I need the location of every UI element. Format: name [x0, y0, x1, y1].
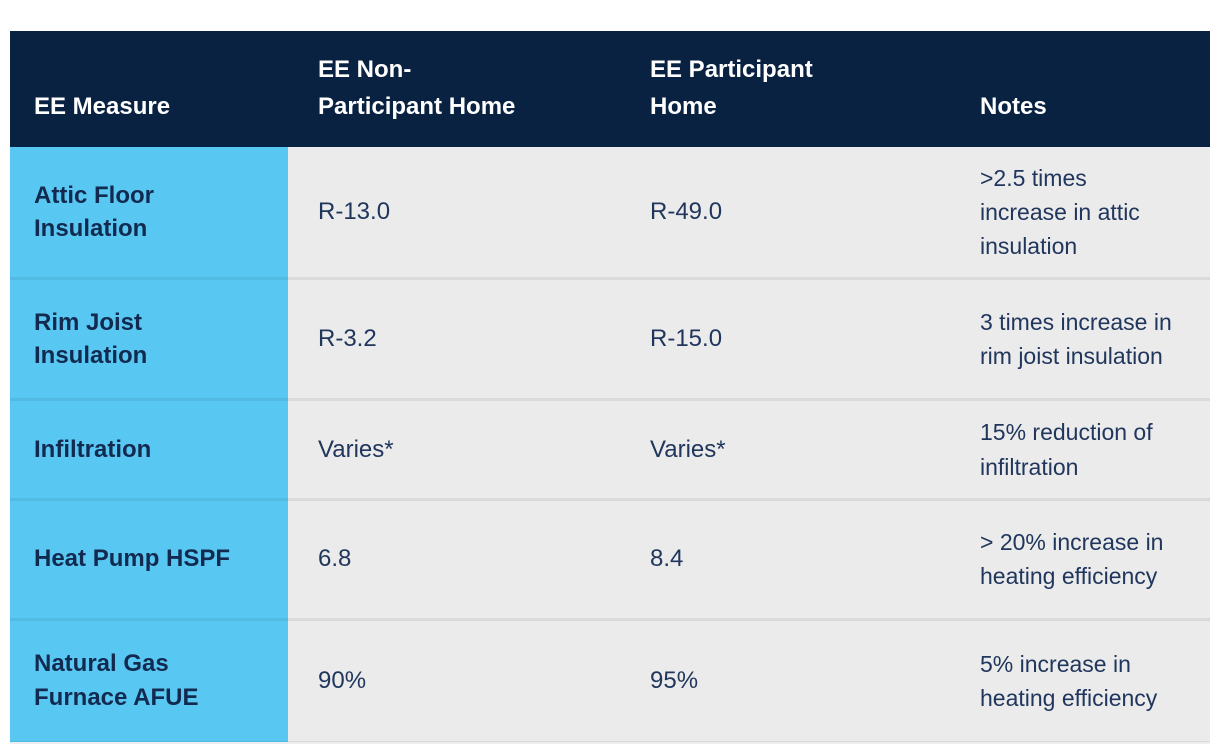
measure-cell: Attic Floor Insulation	[10, 147, 288, 279]
table-row-natural-gas-furnace-afue: Natural Gas Furnace AFUE 90% 95% 5% incr…	[10, 617, 1210, 743]
notes-text: > 20% increase in heating efficiency	[980, 529, 1164, 590]
table-row-heat-pump-hspf: Heat Pump HSPF 6.8 8.4 > 20% increase in…	[10, 497, 1210, 620]
notes-cell: 5% increase in heating efficiency	[950, 617, 1210, 743]
measure-cell: Natural Gas Furnace AFUE	[10, 617, 288, 743]
non-participant-value: R-13.0	[288, 147, 620, 279]
non-participant-value: R-3.2	[288, 277, 620, 400]
notes-cell: 3 times increase in rim joist insulation	[950, 277, 1210, 400]
non-participant-value: 90%	[288, 617, 620, 743]
measure-label: Rim Joist Insulation	[34, 308, 148, 370]
measure-label: Heat Pump HSPF	[34, 545, 231, 573]
measure-cell: Infiltration	[10, 398, 288, 500]
non-participant-value: Varies*	[288, 398, 620, 500]
col-header-non-participant-label: EE Non-Participant Home	[318, 56, 516, 121]
measure-cell: Rim Joist Insulation	[10, 277, 288, 400]
participant-value: 95%	[620, 617, 950, 743]
notes-cell: >2.5 times increase in attic insulation	[950, 147, 1210, 279]
participant-value: R-49.0	[620, 147, 950, 279]
notes-text: 3 times increase in rim joist insulation	[980, 309, 1172, 370]
table-row-attic-floor-insulation: Attic Floor Insulation R-13.0 R-49.0 >2.…	[10, 147, 1210, 279]
measure-cell: Heat Pump HSPF	[10, 497, 288, 620]
notes-text: 5% increase in heating efficiency	[980, 650, 1158, 711]
ee-measures-table: EE Measure EE Non-Participant Home EE Pa…	[10, 31, 1210, 744]
header-row: EE Measure EE Non-Participant Home EE Pa…	[10, 31, 1210, 148]
notes-text: >2.5 times increase in attic insulation	[980, 165, 1140, 260]
measure-label: Natural Gas Furnace AFUE	[34, 649, 199, 711]
table-row-infiltration: Infiltration Varies* Varies* 15% reducti…	[10, 398, 1210, 500]
col-header-ee-measure: EE Measure	[10, 31, 288, 148]
table-row-rim-joist-insulation: Rim Joist Insulation R-3.2 R-15.0 3 time…	[10, 277, 1210, 400]
notes-text: 15% reduction of infiltration	[980, 419, 1153, 480]
col-header-notes-label: Notes	[980, 93, 1047, 121]
col-header-non-participant: EE Non-Participant Home	[288, 31, 620, 148]
col-header-participant-label: EE Participant Home	[650, 56, 813, 121]
col-header-notes: Notes	[950, 31, 1210, 148]
participant-value: Varies*	[620, 398, 950, 500]
col-header-ee-measure-label: EE Measure	[34, 93, 171, 121]
non-participant-value: 6.8	[288, 497, 620, 620]
notes-cell: 15% reduction of infiltration	[950, 398, 1210, 500]
participant-value: R-15.0	[620, 277, 950, 400]
notes-cell: > 20% increase in heating efficiency	[950, 497, 1210, 620]
measure-label: Infiltration	[34, 435, 152, 463]
measure-label: Attic Floor Insulation	[34, 181, 154, 243]
participant-value: 8.4	[620, 497, 950, 620]
col-header-participant: EE Participant Home	[620, 31, 950, 148]
